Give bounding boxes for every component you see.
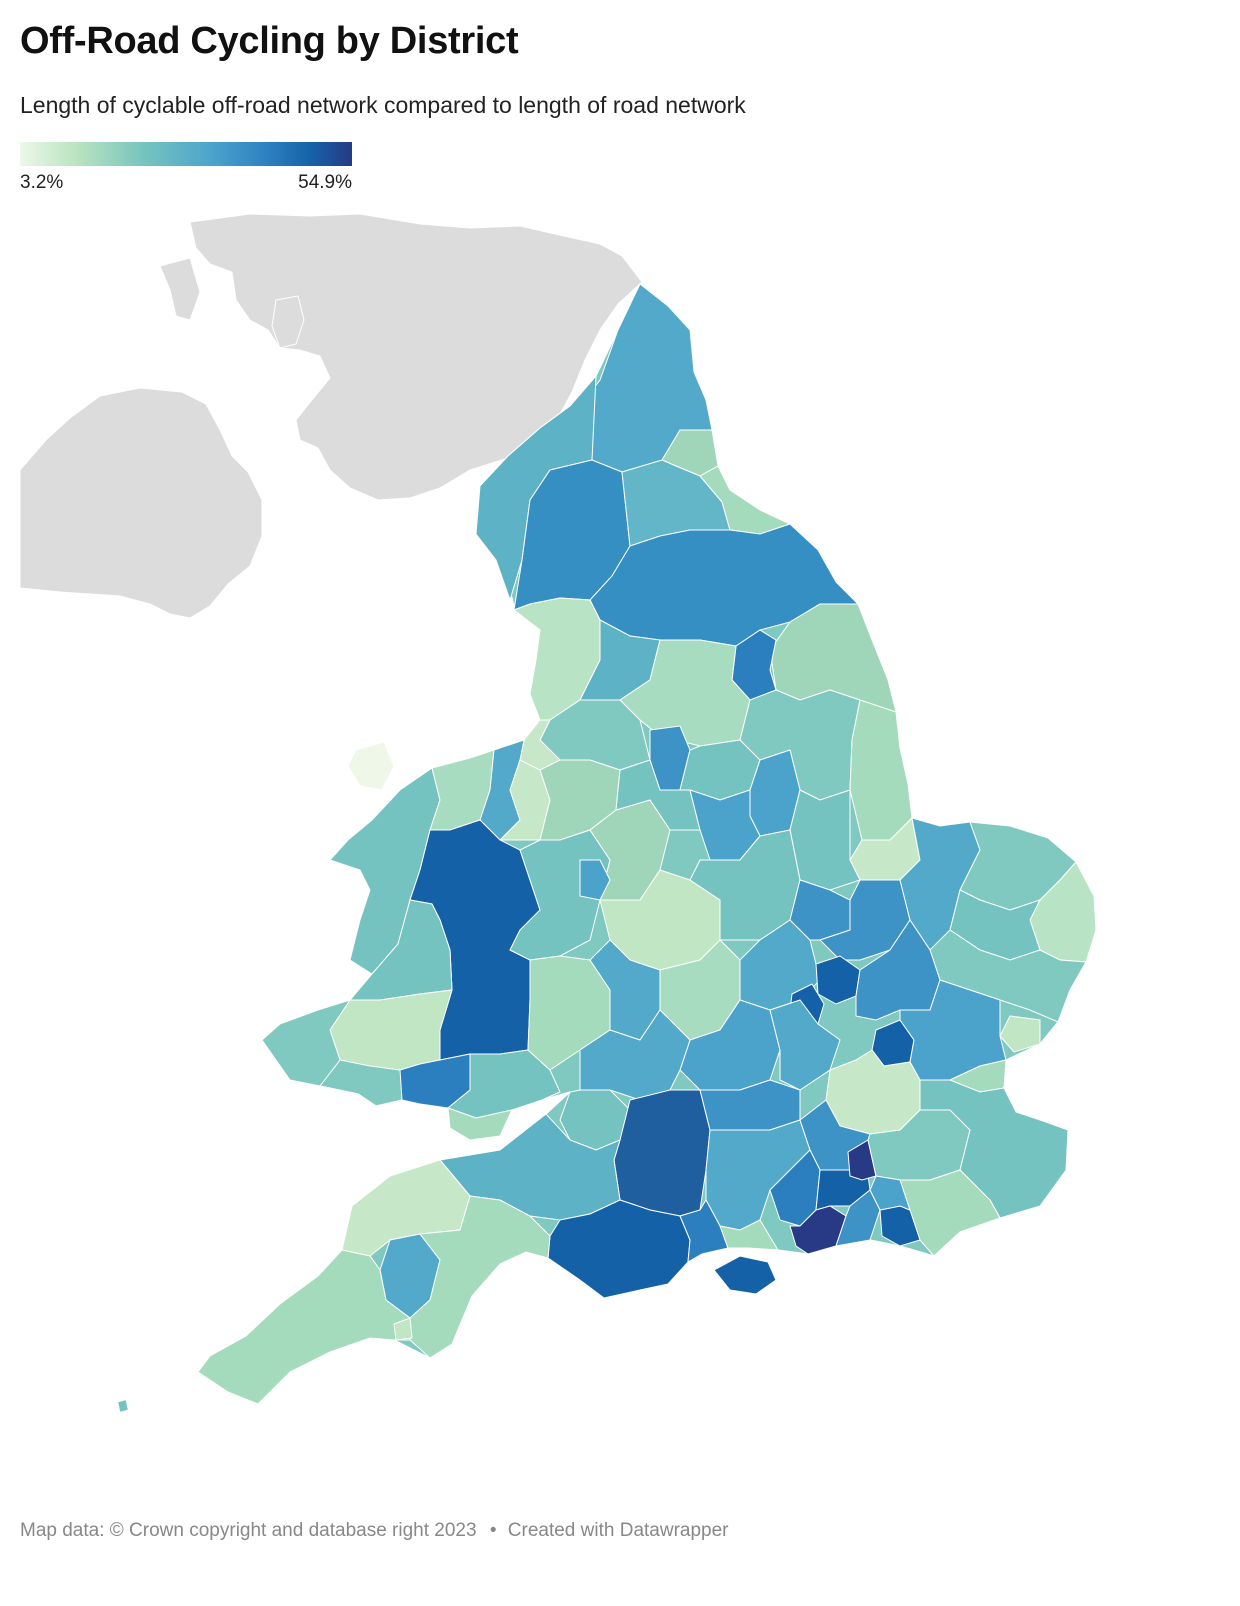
district-lincolnshire-east	[849, 699, 913, 841]
legend-gradient-bar	[20, 142, 352, 166]
district-east-devon	[409, 1195, 551, 1359]
district-cardiff	[447, 1107, 513, 1141]
map-subtitle: Length of cyclable off-road network comp…	[20, 92, 746, 118]
northern-ireland-land	[19, 387, 263, 619]
district-south-kesteven	[789, 789, 861, 891]
scotland-kintyre	[159, 257, 201, 321]
legend-max-label: 54.9%	[298, 172, 352, 193]
district-isles-of-scilly	[117, 1399, 129, 1413]
district-valleys	[446, 1049, 561, 1119]
district-wiltshire	[613, 1089, 711, 1217]
color-legend: 3.2% 54.9%	[20, 142, 352, 202]
district-cornwall	[197, 1249, 411, 1405]
choropleth-map	[19, 213, 1097, 1413]
district-mid-sussex	[869, 1175, 911, 1211]
map-credit: Map data: © Crown copyright and database…	[20, 1520, 477, 1541]
district-anglesey	[347, 741, 395, 791]
district-cambridgeshire	[819, 879, 911, 961]
district-pembrokeshire	[261, 999, 352, 1087]
legend-min-label: 3.2%	[20, 172, 64, 193]
district-ipswich	[999, 1015, 1041, 1053]
district-crawley	[847, 1139, 877, 1181]
map-footer: Map data: © Crown copyright and database…	[20, 1520, 729, 1542]
created-with-link[interactable]: Created with Datawrapper	[507, 1520, 729, 1541]
footer-separator: •	[489, 1520, 497, 1541]
district-kent-east	[919, 1079, 1069, 1219]
map-title: Off-Road Cycling by District	[20, 20, 519, 62]
district-dorset	[547, 1199, 691, 1299]
district-derbyshire	[615, 759, 701, 831]
scotland-island-arran	[271, 295, 305, 349]
district-new-forest	[719, 1219, 779, 1251]
district-plymouth	[393, 1317, 413, 1341]
district-isle-of-wight	[713, 1255, 777, 1295]
district-telford	[579, 859, 611, 901]
scotland-land	[189, 213, 643, 501]
district-oxfordshire	[679, 999, 781, 1091]
